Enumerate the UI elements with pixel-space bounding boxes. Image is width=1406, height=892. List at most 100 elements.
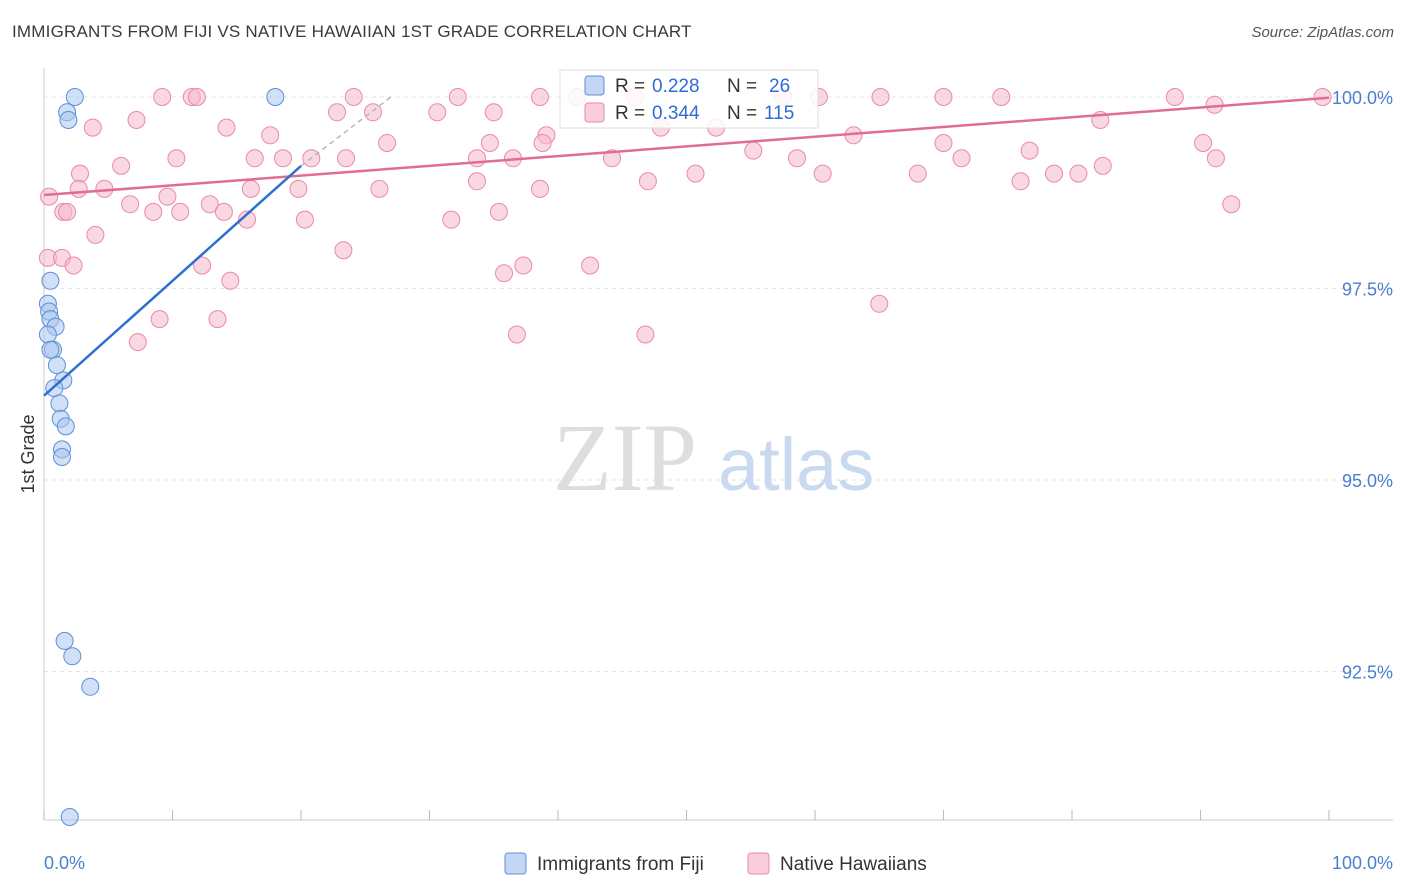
hawaiian-point-11 (934, 88, 953, 106)
hawaiian-point-19 (364, 103, 382, 122)
hawaiian-point-85 (514, 256, 533, 275)
legend-swatch-fiji (584, 75, 605, 96)
hawaiian-point-45 (788, 149, 806, 168)
fiji-point-2 (59, 111, 78, 129)
hawaiian-point-3 (344, 88, 363, 106)
legend-r-label-hawaiians: R = (615, 103, 645, 124)
legend-n-value-fiji: 26 (769, 76, 790, 97)
hawaiian-point-52 (40, 187, 59, 206)
hawaiian-point-39 (337, 149, 355, 168)
hawaiian-point-62 (686, 164, 705, 183)
hawaiian-point-34 (112, 156, 131, 175)
hawaiian-point-46 (813, 164, 832, 183)
legend-swatch-hawaiians (584, 102, 605, 123)
hawaiian-point-69 (144, 202, 163, 221)
hawaiian-point-57 (289, 179, 308, 198)
fiji-point-21 (63, 647, 82, 666)
hawaiian-point-77 (1222, 195, 1241, 214)
y-tick-label-3: 100.0% (1332, 88, 1393, 108)
hawaiian-point-76 (489, 202, 508, 221)
hawaiian-point-58 (370, 179, 389, 198)
hawaiian-point-56 (241, 179, 260, 198)
legend-r-value-fiji: 0.228 (652, 76, 700, 97)
hawaiian-point-5 (531, 88, 549, 106)
x-tick-label-min: 0.0% (44, 853, 85, 873)
hawaiian-point-64 (1045, 164, 1063, 183)
bottom-legend-swatch-hawaiians (747, 852, 770, 875)
hawaiian-point-55 (158, 187, 177, 206)
legend-r-value-hawaiians: 0.344 (652, 103, 700, 124)
hawaiian-point-12 (992, 88, 1011, 106)
hawaiian-point-89 (208, 310, 227, 329)
hawaiian-point-4 (448, 88, 467, 106)
hawaiian-point-51 (1093, 156, 1112, 175)
hawaiian-point-21 (484, 103, 503, 122)
series-immigrants-from-fiji (38, 88, 285, 826)
fiji-point-3 (266, 88, 285, 106)
hawaiian-point-72 (214, 202, 233, 221)
hawaiian-point-71 (200, 195, 219, 214)
hawaiian-point-78 (86, 225, 105, 244)
watermark-zip: ZIP (553, 404, 697, 511)
hawaiian-point-0 (153, 88, 172, 106)
hawaiian-point-75 (442, 210, 461, 229)
hawaiian-point-91 (507, 325, 526, 344)
fiji-point-23 (60, 808, 79, 826)
hawaiian-point-13 (1165, 88, 1184, 106)
fiji-point-9 (38, 325, 57, 344)
y-tick-label-2: 97.5% (1342, 280, 1393, 300)
legend-r-label-fiji: R = (615, 76, 645, 97)
fiji-point-17 (56, 417, 75, 436)
trend-lines (43, 96, 1330, 397)
bottom-legend-label-fiji: Immigrants from Fiji (537, 854, 704, 875)
fiji-point-20 (55, 631, 74, 650)
hawaiian-point-93 (870, 294, 889, 313)
hawaiian-point-35 (167, 149, 186, 168)
hawaiian-point-23 (1205, 95, 1224, 114)
hawaiian-point-2 (187, 88, 206, 106)
inset-legend: R = 0.228 N = 26 R = 0.344 N = 115 (559, 69, 819, 129)
hawaiian-point-31 (934, 134, 953, 152)
y-axis-label: 1st Grade (18, 414, 38, 493)
hawaiian-point-60 (531, 179, 549, 198)
chart-title: IMMIGRANTS FROM FIJI VS NATIVE HAWAIIAN … (12, 22, 692, 41)
fiji-point-11 (41, 340, 60, 359)
hawaiian-point-92 (636, 325, 655, 344)
fiji-point-12 (47, 356, 66, 375)
hawaiian-point-70 (171, 202, 190, 221)
hawaiian-point-44 (744, 141, 763, 160)
hawaiian-point-87 (221, 271, 240, 290)
hawaiian-point-33 (71, 164, 89, 183)
hawaiian-point-59 (468, 172, 486, 191)
hawaiian-point-40 (468, 149, 486, 168)
hawaiian-point-32 (1194, 134, 1213, 152)
y-tick-label-1: 95.0% (1342, 471, 1393, 491)
hawaiian-point-47 (952, 149, 971, 168)
hawaiian-point-90 (128, 333, 147, 352)
hawaiian-point-16 (127, 111, 146, 129)
hawaiian-point-24 (261, 126, 280, 145)
hawaiian-point-79 (334, 241, 353, 260)
legend-n-label-hawaiians: N = (727, 103, 757, 124)
hawaiian-point-83 (193, 256, 212, 275)
y-tick-labels: 92.5% 95.0% 97.5% 100.0% (1332, 88, 1393, 683)
hawaiian-point-61 (638, 172, 657, 191)
hawaiian-point-15 (83, 118, 102, 137)
fiji-point-4 (41, 271, 60, 290)
fiji-point-15 (50, 394, 69, 413)
chart-source: Source: ZipAtlas.com (1251, 24, 1394, 41)
hawaiian-point-53 (69, 179, 88, 198)
series-native-hawaiians (38, 88, 1332, 352)
hawaiian-point-36 (245, 149, 264, 168)
hawaiian-point-42 (533, 134, 552, 152)
legend-n-label-fiji: N = (727, 76, 757, 97)
hawaiian-point-37 (274, 149, 292, 168)
hawaiian-point-26 (480, 134, 499, 152)
trendline-fiji-extension (300, 96, 392, 167)
hawaiian-point-25 (378, 134, 397, 152)
hawaiian-point-84 (495, 264, 513, 283)
hawaiian-point-17 (217, 118, 236, 137)
hawaiian-point-82 (64, 256, 83, 275)
hawaiian-point-18 (328, 103, 346, 122)
